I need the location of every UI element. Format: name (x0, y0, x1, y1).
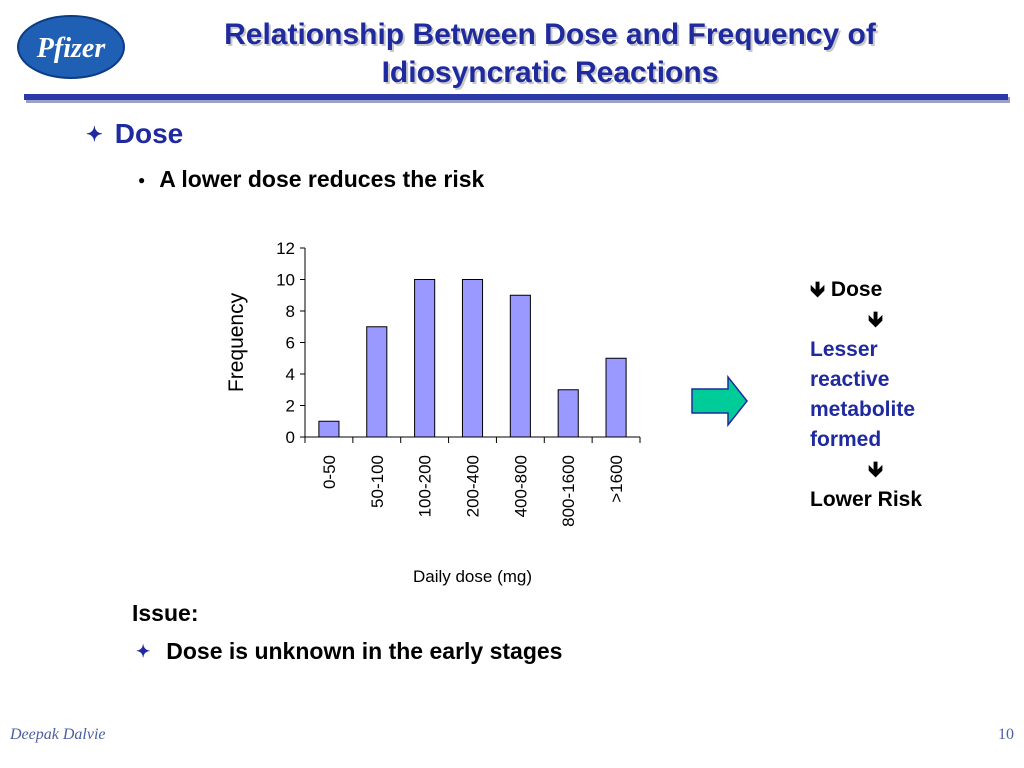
logo-text: Pfizer (36, 33, 107, 64)
x-tick-label: 100-200 (416, 455, 435, 517)
footer-author: Deepak Dalvie (10, 726, 106, 743)
x-axis-title: Daily dose (mg) (413, 567, 532, 586)
x-tick-label: 200-400 (464, 455, 483, 517)
bar (509, 294, 531, 438)
slide-title: Relationship Between Dose and Frequency … (224, 18, 876, 89)
y-tick-label: 4 (286, 365, 295, 384)
y-tick-label: 6 (286, 334, 295, 353)
flow-dose-label: Dose (830, 278, 883, 301)
x-tick-label: 800-1600 (559, 455, 578, 527)
down-arrow-icon: 🡻 (868, 308, 884, 331)
bullet-dose-label: Dose (114, 118, 184, 149)
bar (414, 279, 436, 438)
footer-page-number: 10 (998, 726, 1014, 743)
bar (605, 357, 627, 438)
star-bullet-icon: ✦ (136, 641, 151, 661)
bullet-lower-dose: ● A lower dose reduces the risk (138, 166, 484, 193)
bar (318, 420, 340, 438)
pfizer-logo: Pfizer (17, 15, 125, 79)
x-tick-label: 400-800 (511, 455, 530, 517)
y-tick-label: 8 (286, 302, 295, 321)
flow-result-line3: metabolite (810, 398, 916, 421)
flow-result-line1: Lesser (810, 338, 878, 361)
star-bullet-icon: ✦ (86, 123, 103, 146)
y-tick-label: 12 (276, 239, 295, 258)
dose-frequency-chart: 0 2 4 6 8 10 12 0-50 50-100 100-200 200-400 400-800… (225, 239, 641, 586)
y-tick-label: 10 (276, 271, 295, 290)
dose-risk-flow: 🡻 Dose 🡻 Lesser reactive metabolite form… (810, 275, 1010, 515)
flow-result-line2: reactive (810, 368, 890, 391)
right-arrow-icon (691, 375, 748, 427)
bar (461, 279, 484, 438)
bullet-issue-label: Dose is unknown in the early stages (166, 638, 563, 664)
flow-result-line4: formed (810, 428, 882, 451)
bullet-dose: ✦ Dose (86, 118, 183, 150)
x-tick-label: >1600 (607, 455, 626, 503)
y-axis-title: Frequency (225, 292, 248, 392)
bullet-lower-dose-label: A lower dose reduces the risk (159, 166, 485, 192)
dot-bullet-icon: ● (138, 172, 146, 187)
x-tick-label: 0-50 (320, 455, 339, 489)
bar (557, 389, 579, 438)
y-tick-label: 0 (286, 428, 295, 447)
flow-dose-row: 🡻 Dose (810, 275, 1010, 305)
title-underline (24, 94, 1008, 100)
bullet-issue: ✦ Dose is unknown in the early stages (136, 638, 562, 665)
down-arrow-icon: 🡻 (868, 458, 884, 481)
flow-final: Lower Risk (810, 488, 923, 511)
issue-heading: Issue: (132, 600, 199, 626)
x-tick-label: 50-100 (368, 455, 387, 508)
y-tick-label: 2 (286, 397, 295, 416)
down-arrow-icon: 🡻 (810, 278, 826, 301)
bar (366, 326, 388, 438)
